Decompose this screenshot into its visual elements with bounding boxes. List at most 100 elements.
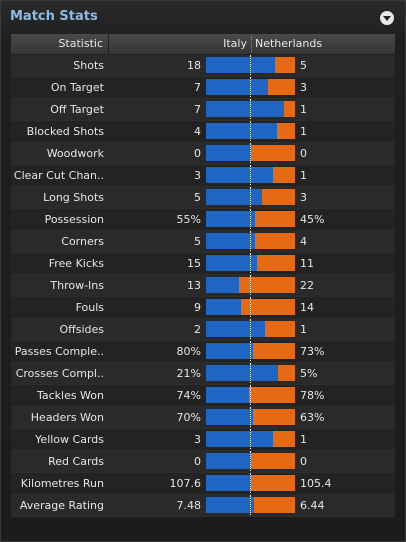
stat-row: Offsides 2 1 xyxy=(11,319,395,341)
home-value: 21% xyxy=(176,367,201,380)
panel-title: Match Stats xyxy=(10,9,98,24)
stat-label: Throw-Ins xyxy=(50,279,104,292)
bar-midline xyxy=(250,231,251,251)
home-value: 3 xyxy=(194,433,201,446)
comparison-bar xyxy=(206,319,295,339)
bar-midline xyxy=(250,473,251,493)
stat-row: Corners 5 4 xyxy=(11,231,395,253)
stat-row: Yellow Cards 3 1 xyxy=(11,429,395,451)
stat-row: Off Target 7 1 xyxy=(11,99,395,121)
comparison-bar xyxy=(206,407,295,427)
stat-label: Passes Comple.. xyxy=(14,345,104,358)
home-share-fill xyxy=(206,475,251,491)
stat-row: Clear Cut Chan.. 3 1 xyxy=(11,165,395,187)
bar-midline xyxy=(250,297,251,317)
home-value: 70% xyxy=(176,411,201,424)
home-value: 5 xyxy=(194,235,201,248)
home-value: 2 xyxy=(194,323,201,336)
bar-midline xyxy=(250,253,251,273)
header-center-divider xyxy=(251,36,253,52)
away-value: 1 xyxy=(300,125,307,138)
stats-rows: Shots 18 5 On Target 7 3 Off Target 7 1 Blocked S… xyxy=(11,55,395,517)
stat-row: Passes Comple.. 80% 73% xyxy=(11,341,395,363)
stat-label: Red Cards xyxy=(48,455,104,468)
away-value: 1 xyxy=(300,433,307,446)
comparison-bar xyxy=(206,187,295,207)
home-share-fill xyxy=(206,57,276,73)
home-share-fill xyxy=(206,145,251,161)
away-value: 1 xyxy=(300,103,307,116)
comparison-bar xyxy=(206,55,295,75)
home-value: 7 xyxy=(194,81,201,94)
stat-row: Tackles Won 74% 78% xyxy=(11,385,395,407)
stat-row: Kilometres Run 107.6 105.4 xyxy=(11,473,395,495)
away-value: 45% xyxy=(300,213,325,226)
away-value: 0 xyxy=(300,147,307,160)
column-divider xyxy=(108,34,109,54)
stat-row: Throw-Ins 13 22 xyxy=(11,275,395,297)
bar-midline xyxy=(250,495,251,515)
bar-midline xyxy=(250,55,251,75)
home-share-fill xyxy=(206,233,256,249)
bar-midline xyxy=(250,209,251,229)
home-value: 74% xyxy=(176,389,201,402)
stat-label: Average Rating xyxy=(19,499,104,512)
away-value: 5 xyxy=(300,59,307,72)
header-home-team[interactable]: Italy xyxy=(223,37,247,50)
comparison-bar xyxy=(206,165,295,185)
stat-label: Clear Cut Chan.. xyxy=(13,169,104,182)
stat-label: Long Shots xyxy=(43,191,104,204)
bar-midline xyxy=(250,385,251,405)
bar-midline xyxy=(250,187,251,207)
home-value: 7 xyxy=(194,103,201,116)
stat-row: Shots 18 5 xyxy=(11,55,395,77)
home-value: 5 xyxy=(194,191,201,204)
home-value: 4 xyxy=(194,125,201,138)
panel-menu-dropdown-icon[interactable] xyxy=(380,11,394,25)
stat-label: Yellow Cards xyxy=(35,433,104,446)
stat-label: Corners xyxy=(61,235,104,248)
stat-row: Long Shots 5 3 xyxy=(11,187,395,209)
stat-label: Crosses Compl.. xyxy=(15,367,104,380)
away-value: 4 xyxy=(300,235,307,248)
comparison-bar xyxy=(206,341,295,361)
stat-label: Blocked Shots xyxy=(26,125,104,138)
bar-midline xyxy=(250,99,251,119)
stats-table: Statistic Italy Netherlands Shots 18 5 On T… xyxy=(11,34,395,517)
away-value: 3 xyxy=(300,81,307,94)
away-value: 78% xyxy=(300,389,325,402)
away-value: 0 xyxy=(300,455,307,468)
comparison-bar xyxy=(206,385,295,405)
home-share-fill xyxy=(206,299,241,315)
stat-row: Red Cards 0 0 xyxy=(11,451,395,473)
stat-label: Off Target xyxy=(50,103,104,116)
home-value: 3 xyxy=(194,169,201,182)
away-value: 1 xyxy=(300,169,307,182)
bar-midline xyxy=(250,341,251,361)
comparison-bar xyxy=(206,275,295,295)
home-share-fill xyxy=(206,167,273,183)
stat-label: Headers Won xyxy=(30,411,104,424)
stat-row: Free Kicks 15 11 xyxy=(11,253,395,275)
bar-midline xyxy=(250,319,251,339)
header-statistic[interactable]: Statistic xyxy=(58,37,103,50)
bar-midline xyxy=(250,363,251,383)
bar-midline xyxy=(250,407,251,427)
comparison-bar xyxy=(206,209,295,229)
comparison-bar xyxy=(206,77,295,97)
stat-label: On Target xyxy=(50,81,104,94)
home-value: 9 xyxy=(194,301,201,314)
home-share-fill xyxy=(206,123,278,139)
bar-midline xyxy=(250,165,251,185)
home-share-fill xyxy=(206,497,254,513)
table-header: Statistic Italy Netherlands xyxy=(11,34,395,55)
stat-row: Headers Won 70% 63% xyxy=(11,407,395,429)
comparison-bar xyxy=(206,121,295,141)
away-value: 5% xyxy=(300,367,318,380)
home-share-fill xyxy=(206,431,273,447)
comparison-bar xyxy=(206,363,295,383)
away-value: 6.44 xyxy=(300,499,325,512)
header-away-team[interactable]: Netherlands xyxy=(255,37,323,50)
stat-row: Woodwork 0 0 xyxy=(11,143,395,165)
